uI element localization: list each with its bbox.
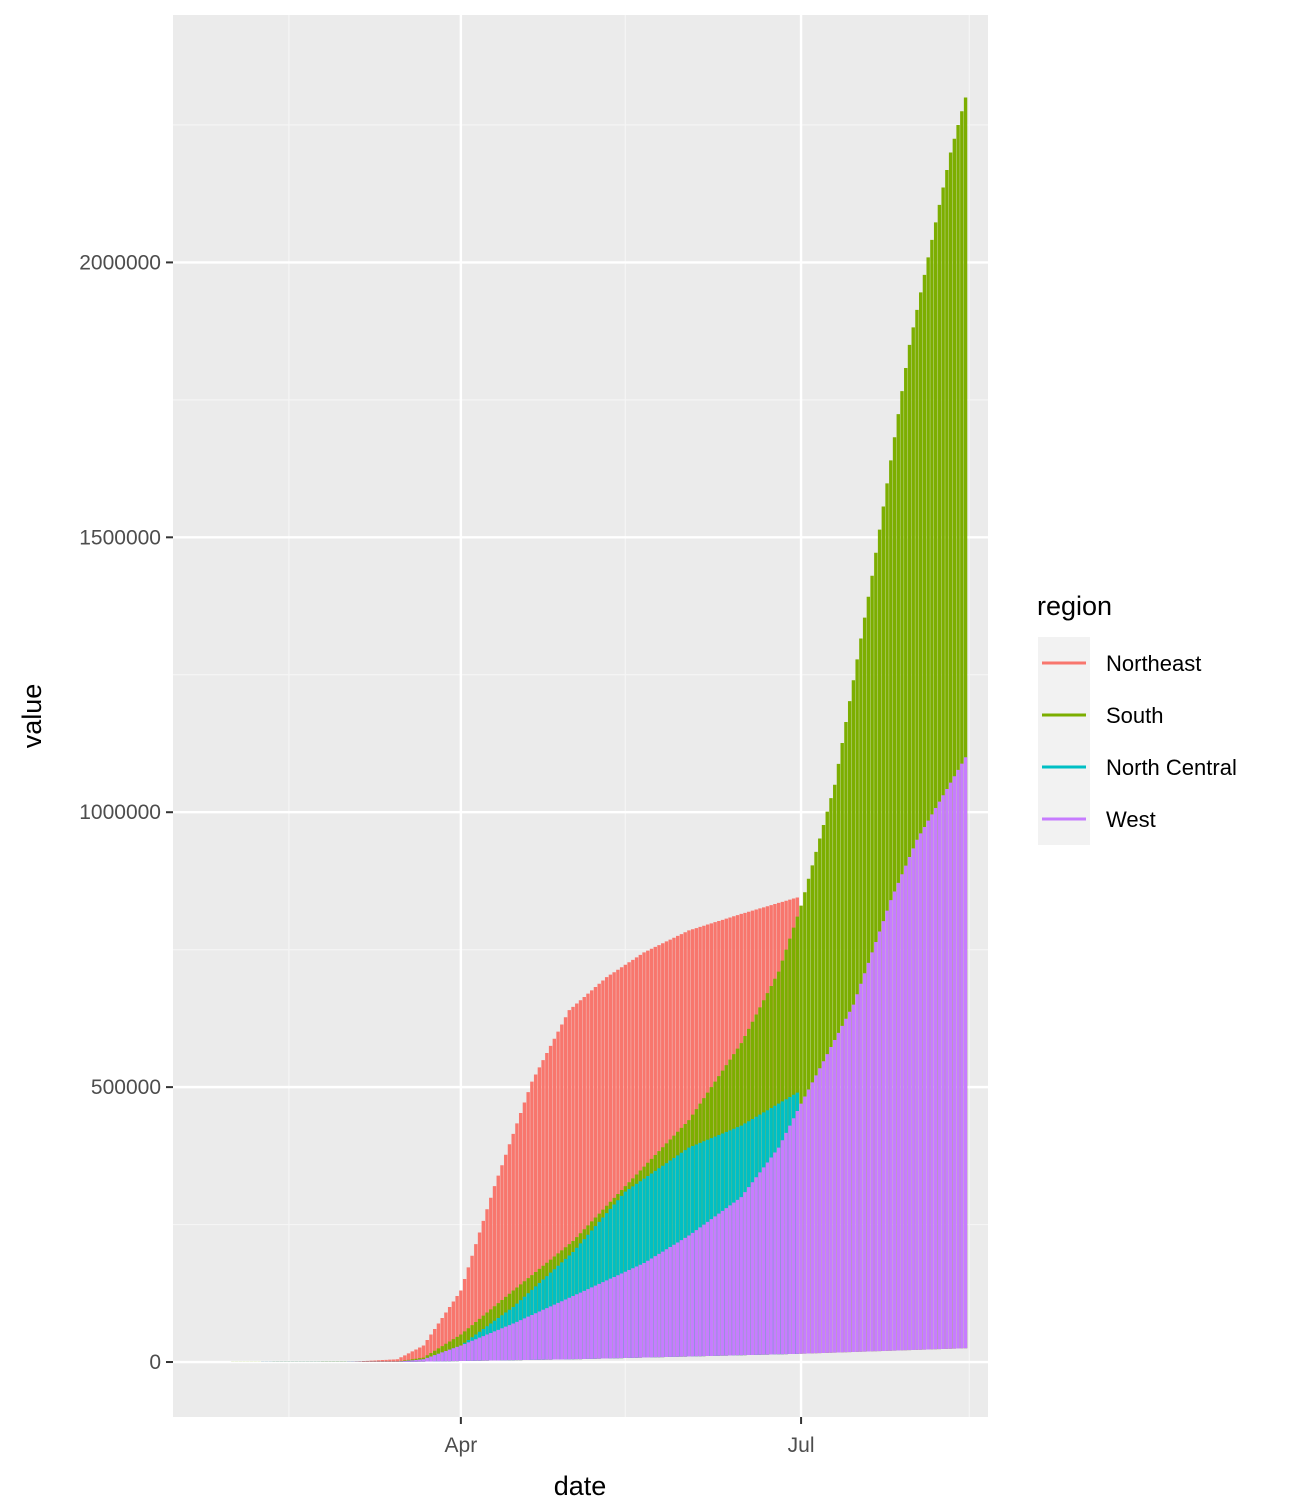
chart-marks [201,97,968,1363]
x-tick-label: Apr [445,1434,478,1457]
legend-key-background [1038,637,1090,845]
legend-label: North Central [1106,755,1237,780]
legend-item: South [1042,703,1164,728]
series-segments [201,757,968,1363]
y-tick-label: 1500000 [79,526,161,549]
legend-item: West [1042,807,1156,832]
legend-label: Northeast [1106,651,1201,676]
series-west [201,757,968,1363]
y-tick-label: 1000000 [79,801,161,824]
legend-items: Northeast South North Central West [1042,651,1237,832]
legend-item: North Central [1042,755,1237,780]
legend: region Northeast South North Central West [1037,591,1237,845]
x-tick-label: Jul [788,1434,815,1457]
y-tick-label: 0 [149,1351,161,1374]
x-axis-title: date [554,1471,607,1501]
x-axis: Apr Jul [445,1417,815,1457]
y-axis-title: value [17,684,47,749]
legend-title: region [1037,591,1112,621]
y-tick-label: 500000 [91,1076,161,1099]
y-axis: 0 500000 1000000 1500000 2000000 [79,251,173,1374]
legend-label: West [1106,807,1156,832]
y-tick-label: 2000000 [79,251,161,274]
legend-item: Northeast [1042,651,1201,676]
legend-label: South [1106,703,1164,728]
